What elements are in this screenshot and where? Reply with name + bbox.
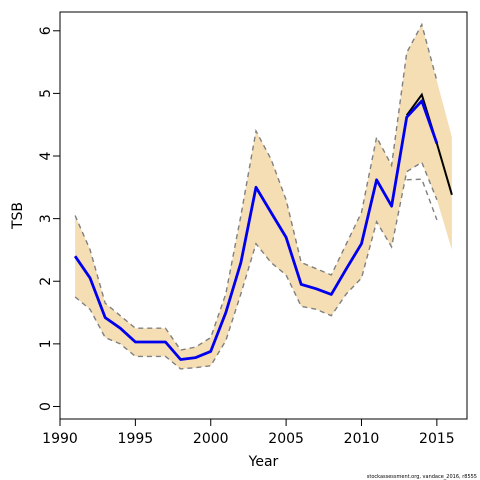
x-tick-label: 2000 bbox=[193, 431, 229, 447]
x-tick-label: 1995 bbox=[118, 431, 154, 447]
x-tick-label: 2005 bbox=[268, 431, 304, 447]
series-layer bbox=[73, 92, 453, 361]
y-tick-label: 2 bbox=[38, 277, 54, 286]
y-tick-label: 3 bbox=[38, 214, 54, 223]
x-axis-title: Year bbox=[248, 454, 279, 470]
x-tick-label: 1990 bbox=[42, 431, 78, 447]
band-lower-line bbox=[74, 161, 438, 370]
footnote: stockassessment.org, vandace_2016, r8555 bbox=[367, 474, 477, 480]
y-tick-label: 1 bbox=[38, 339, 54, 348]
confidence-band bbox=[74, 22, 452, 370]
x-tick-label: 2015 bbox=[419, 431, 455, 447]
series-line-blue bbox=[73, 99, 439, 361]
y-axis: 0 1 2 3 4 5 6 bbox=[38, 26, 60, 411]
y-tick-label: 4 bbox=[38, 151, 54, 160]
y-tick-label: 5 bbox=[38, 89, 54, 98]
band-area bbox=[75, 24, 452, 369]
y-tick-label: 6 bbox=[38, 26, 54, 35]
y-axis-title: TSB bbox=[10, 202, 26, 230]
x-axis: 1990 1995 2000 2005 2010 2015 bbox=[42, 419, 455, 447]
y-tick-label: 0 bbox=[38, 402, 54, 411]
band-upper-line bbox=[74, 22, 438, 351]
plot-frame bbox=[59, 11, 468, 420]
x-tick-label: 2010 bbox=[344, 431, 380, 447]
